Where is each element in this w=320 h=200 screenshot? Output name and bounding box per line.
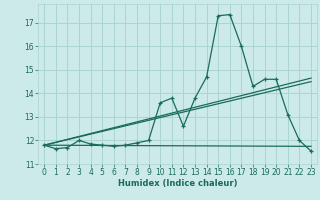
X-axis label: Humidex (Indice chaleur): Humidex (Indice chaleur) <box>118 179 237 188</box>
